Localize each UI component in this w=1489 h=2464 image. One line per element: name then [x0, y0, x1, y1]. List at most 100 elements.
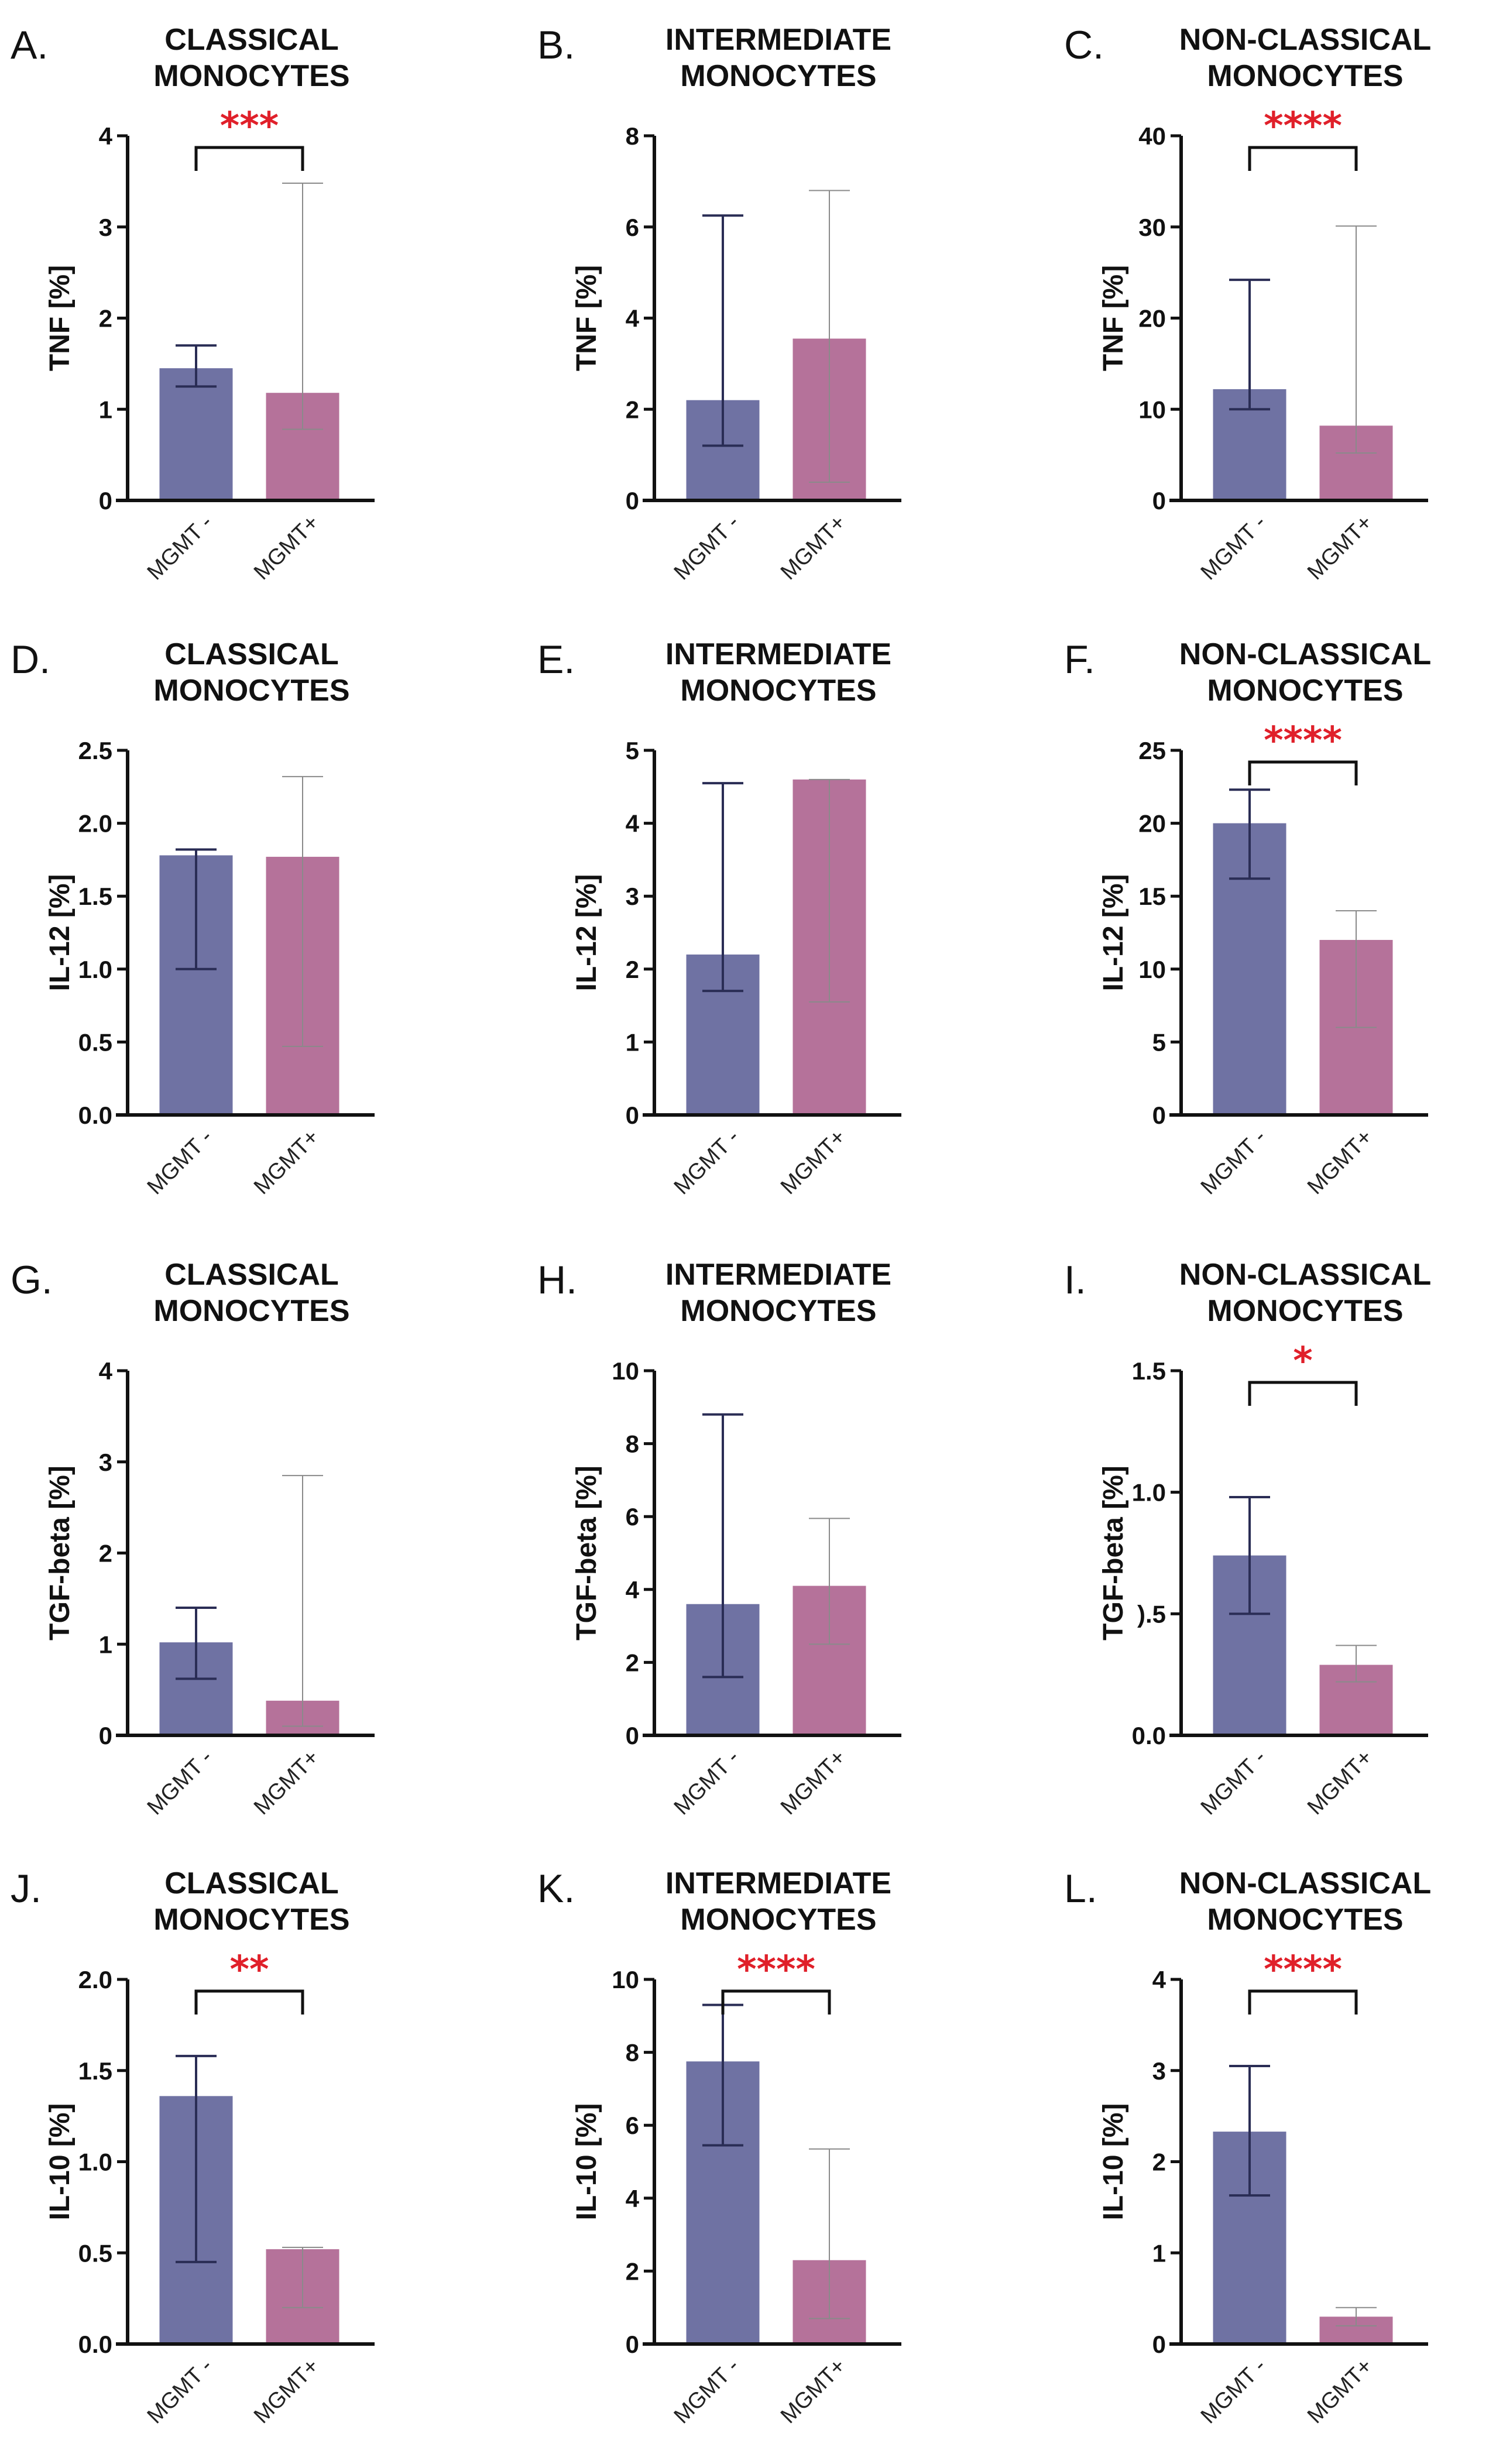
chart-panel-a: A. CLASSICAL MONOCYTES TNF [%] 0 1 2 3 4 MGMT - MG…	[0, 0, 503, 620]
y-tick-label: 2	[626, 956, 639, 983]
chart-title: MONOCYTES	[153, 1903, 349, 1937]
x-tick-label: MGMT -	[1196, 2354, 1271, 2429]
chart-panel-b: B. INTERMEDIATE MONOCYTES TNF [%] 0 2 4 6 8 MGMT …	[527, 0, 1030, 620]
significance-stars: ****	[1264, 105, 1342, 148]
chart-title: CLASSICAL	[164, 637, 339, 671]
error-bar	[282, 182, 323, 430]
y-tick-label: 3	[99, 214, 112, 241]
chart-title: MONOCYTES	[1207, 1903, 1403, 1937]
panel-letter: B.	[537, 23, 575, 67]
panel-letter: G.	[11, 1258, 53, 1302]
y-tick-label: 0.5	[78, 1028, 112, 1056]
y-tick-label: 0.5	[78, 2239, 112, 2267]
y-axis-label: TNF [%]	[44, 265, 76, 371]
chart-title: MONOCYTES	[680, 1903, 876, 1937]
y-tick-label: 2	[626, 1649, 639, 1676]
x-tick-label: MGMT -	[670, 510, 744, 585]
chart-panel-k: K. INTERMEDIATE MONOCYTES IL-10 [%] 0 2 4 6 8 10 M…	[527, 1844, 1030, 2464]
chart-title: CLASSICAL	[164, 1258, 339, 1292]
y-tick-label: 1.5	[1132, 1357, 1166, 1385]
significance-bracket	[194, 146, 304, 171]
chart-title: INTERMEDIATE	[665, 1866, 891, 1900]
y-axis-label: IL-12 [%]	[571, 874, 602, 991]
y-tick-label: 0	[1152, 487, 1166, 514]
y-tick-label: ).5	[1137, 1600, 1166, 1628]
y-tick-label: 10	[612, 1966, 639, 1993]
chart-title: INTERMEDIATE	[665, 1258, 891, 1292]
significance-bracket	[194, 1989, 304, 2015]
y-tick-label: 1.0	[78, 2149, 112, 2176]
y-tick-label: 0.0	[78, 2331, 112, 2358]
y-tick-label: 4	[626, 2185, 640, 2212]
chart-title: NON-CLASSICAL	[1179, 1258, 1431, 1292]
y-axis-label: TGF-beta [%]	[1098, 1466, 1129, 1641]
x-tick-label: MGMT+	[249, 1125, 324, 1199]
error-bar	[1229, 1495, 1270, 1615]
error-bar	[1336, 225, 1377, 454]
y-tick-label: 3	[626, 883, 639, 910]
chart-panel-c: C. NON-CLASSICAL MONOCYTES TNF [%] 0 10 20 30 40…	[1054, 0, 1489, 620]
error-bar	[702, 1413, 743, 1679]
y-tick-label: 0	[626, 487, 639, 514]
error-bar	[702, 782, 743, 993]
panel-letter: L.	[1064, 1866, 1097, 1911]
x-tick-label: MGMT+	[776, 1125, 850, 1199]
bar-mgmt-neg	[159, 368, 233, 500]
y-tick-label: 8	[626, 2039, 639, 2067]
y-tick-label: 0	[626, 2331, 639, 2358]
error-bar	[282, 775, 323, 1047]
error-bar	[282, 1475, 323, 1727]
error-bar	[176, 1606, 217, 1680]
y-tick-label: 2.5	[78, 737, 112, 764]
y-tick-label: 0.0	[78, 1101, 112, 1129]
y-tick-label: 20	[1138, 305, 1166, 332]
y-axis-label: TNF [%]	[1098, 265, 1129, 371]
y-tick-label: 0	[626, 1101, 639, 1129]
y-axis-label: IL-10 [%]	[571, 2103, 602, 2220]
y-axis-label: IL-10 [%]	[44, 2103, 76, 2220]
y-tick-label: 8	[626, 1430, 639, 1458]
y-tick-label: 40	[1138, 122, 1166, 150]
y-axis-label: TGF-beta [%]	[571, 1466, 602, 1641]
y-tick-label: 15	[1138, 883, 1166, 910]
significance-bracket	[1248, 1381, 1358, 1406]
y-tick-label: 1	[1152, 2239, 1166, 2267]
y-tick-label: 2.0	[78, 1966, 112, 1993]
panel-letter: D.	[11, 637, 50, 682]
error-bar	[809, 1518, 850, 1645]
y-tick-label: 0	[99, 1722, 112, 1749]
chart-panel-e: E. INTERMEDIATE MONOCYTES IL-12 [%] 0 1 2 3 4 5 MG…	[527, 615, 1030, 1235]
panel-letter: I.	[1064, 1258, 1086, 1302]
x-tick-label: MGMT -	[670, 1745, 744, 1820]
chart-panel-j: J. CLASSICAL MONOCYTES IL-10 [%] 0.0 0.5 1.0 1.…	[0, 1844, 503, 2464]
x-tick-label: MGMT -	[1196, 1125, 1271, 1200]
chart-title: CLASSICAL	[164, 23, 339, 57]
y-tick-label: 2.0	[78, 810, 112, 838]
significance-bracket	[1248, 1989, 1358, 2015]
chart-panel-d: D. CLASSICAL MONOCYTES IL-12 [%] 0.0 0.5 1.0 1.…	[0, 615, 503, 1235]
error-bar	[1229, 2064, 1270, 2197]
error-bar	[176, 848, 217, 970]
chart-title: NON-CLASSICAL	[1179, 1866, 1431, 1900]
chart-title: MONOCYTES	[680, 1294, 876, 1328]
y-tick-label: 1	[99, 1631, 112, 1658]
y-tick-label: 3	[1152, 2057, 1166, 2085]
y-tick-label: 1	[626, 1028, 639, 1056]
y-tick-label: 0	[1152, 1101, 1166, 1129]
y-tick-label: 2	[626, 2257, 639, 2285]
error-bar	[1336, 2307, 1377, 2326]
panel-letter: F.	[1064, 637, 1095, 682]
y-tick-label: 3	[99, 1449, 112, 1476]
y-tick-label: 6	[626, 1503, 639, 1530]
error-bar	[809, 2148, 850, 2319]
significance-stars: **	[230, 1948, 269, 1992]
x-tick-label: MGMT+	[1303, 510, 1377, 585]
panel-letter: K.	[537, 1866, 575, 1911]
y-tick-label: 10	[1138, 956, 1166, 983]
x-tick-label: MGMT+	[1303, 1125, 1377, 1199]
